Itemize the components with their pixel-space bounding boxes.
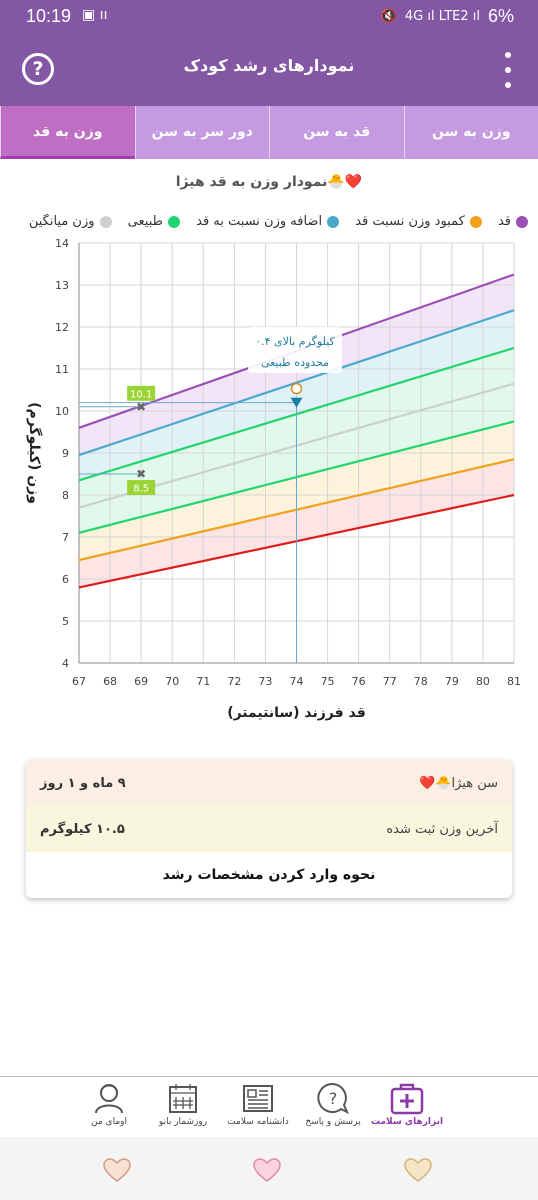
question-bubble-icon: ?: [317, 1082, 349, 1115]
weight-label: آخرین وزن ثبت شده: [386, 821, 498, 837]
menu-dot-icon: [505, 52, 511, 58]
svg-text:?: ?: [329, 1089, 338, 1108]
user-icon: [95, 1084, 123, 1114]
nav-calendar[interactable]: روزشمار بانو: [138, 1081, 228, 1127]
battery-indicator: 6%: [487, 6, 514, 26]
legend-dot: [99, 215, 112, 228]
tab-weight-for-height[interactable]: وزن به قد: [0, 106, 135, 159]
x-tick-label: 73: [258, 675, 272, 688]
x-tick-label: 78: [414, 675, 428, 688]
menu-dot-icon: [505, 67, 511, 73]
legend-item-underweight[interactable]: کمبود وزن نسبت قد: [355, 214, 482, 229]
data-label-box: [127, 385, 156, 401]
chart-legend: قد کمبود وزن نسبت قد اضافه وزن نسبت به ق…: [8, 214, 528, 234]
x-tick-label: 81: [507, 675, 521, 688]
medical-kit-icon: [390, 1083, 424, 1115]
data-label-box: [127, 480, 156, 495]
y-tick-label: 7: [62, 531, 69, 544]
nav-q-and-a[interactable]: ? پرسش و پاسخ: [288, 1081, 378, 1127]
child-info-card: سن هیژا🐣❤️ ۹ ماه و ۱ روز آخرین وزن ثبت ش…: [26, 760, 512, 898]
heart-icon[interactable]: [252, 1157, 282, 1183]
heart-icon[interactable]: [102, 1157, 132, 1183]
annotation-text: محدوده طبیعی: [261, 356, 329, 369]
network-indicator: 4G ıl LTE2 ıl: [404, 9, 480, 24]
y-tick-label: 9: [62, 447, 69, 460]
weight-value: ۱۰.۵ کیلوگرم: [40, 821, 125, 837]
data-label: 10.1: [130, 389, 152, 400]
legend-dot: [167, 215, 180, 228]
tab-height-for-age[interactable]: قد به سن: [269, 106, 404, 159]
data-label: 8.5: [133, 484, 149, 495]
status-time: 10:19: [26, 6, 72, 26]
current-point-marker: [290, 397, 303, 408]
more-menu-button[interactable]: [503, 52, 513, 88]
legend-item-average[interactable]: وزن میانگین: [29, 214, 112, 229]
tab-head-for-age[interactable]: دور سر به سن: [134, 106, 270, 159]
x-tick-label: 72: [227, 675, 241, 688]
data-point-marker: ✖: [136, 467, 146, 481]
x-tick-label: 80: [476, 675, 490, 688]
x-tick-label: 68: [103, 675, 117, 688]
series-line-blue: [78, 309, 515, 457]
age-value: ۹ ماه و ۱ روز: [40, 775, 126, 791]
nav-profile[interactable]: اومای من: [64, 1081, 154, 1127]
y-tick-label: 12: [55, 321, 69, 334]
growth-chart[interactable]: 67 68 69 70 71 72 73 74 75 76 77 78 79 80 814567891011…: [0, 234, 538, 734]
help-button[interactable]: ?: [22, 53, 54, 85]
annotation-box: [248, 327, 342, 373]
legend-item-overweight[interactable]: اضافه وزن نسبت به قد: [196, 214, 340, 229]
legend-item-height[interactable]: قد: [498, 214, 528, 229]
bottom-nav: ابزارهای سلامت ? پرسش و پاسخ دانشنامه سل…: [0, 1076, 538, 1136]
x-tick-label: 79: [445, 675, 459, 688]
newspaper-icon: [243, 1085, 273, 1112]
nav-health-encyclopedia[interactable]: دانشنامه سلامت: [213, 1081, 303, 1127]
x-tick-label: 71: [196, 675, 210, 688]
status-indicators: 🔇 4G ıl LTE2 ıl 6%: [381, 6, 514, 27]
status-bar: 10:19 ▣ ıı 🔇 4G ıl LTE2 ıl 6%: [0, 0, 538, 34]
y-tick-label: 8: [62, 489, 69, 502]
x-tick-label: 67: [72, 675, 86, 688]
mute-icon: 🔇: [380, 9, 397, 24]
how-to-enter-button[interactable]: نحوه وارد کردن مشخصات رشد: [26, 852, 512, 898]
y-axis-title: وزن (کیلوگرم): [26, 402, 43, 504]
chart-title: نمودار وزن به قد هیژا🐣❤️: [175, 174, 363, 190]
app-header: ? نمودارهای رشد کودک: [0, 34, 538, 106]
info-icon: [290, 382, 303, 395]
heart-icon[interactable]: [403, 1157, 433, 1183]
annotation-text: ۰.۴ کیلوگرم بالای: [255, 335, 335, 348]
y-tick-label: 14: [55, 237, 69, 250]
system-navigation-bar: [0, 1137, 538, 1200]
calendar-icon: [169, 1084, 197, 1113]
y-tick-label: 5: [62, 615, 69, 628]
tab-weight-for-age[interactable]: وزن به سن: [403, 106, 538, 159]
x-tick-label: 74: [290, 675, 304, 688]
legend-dot: [516, 215, 528, 228]
legend-dot: [327, 215, 340, 228]
weight-row: آخرین وزن ثبت شده ۱۰.۵ کیلوگرم: [26, 806, 512, 852]
x-tick-label: 69: [134, 675, 148, 688]
x-tick-label: 75: [321, 675, 335, 688]
y-tick-label: 11: [55, 363, 69, 376]
x-tick-label: 77: [383, 675, 397, 688]
legend-dot: [469, 215, 482, 228]
page-title: نمودارهای رشد کودک: [183, 56, 355, 75]
x-tick-label: 76: [352, 675, 366, 688]
age-row: سن هیژا🐣❤️ ۹ ماه و ۱ روز: [26, 760, 512, 806]
y-tick-label: 4: [62, 657, 69, 670]
nav-health-tools[interactable]: ابزارهای سلامت: [362, 1081, 452, 1127]
status-notification-icons: ▣ ıı: [82, 7, 108, 23]
chart-tabs: وزن به سن قد به سن دور سر به سن وزن به ق…: [0, 106, 538, 159]
y-tick-label: 13: [55, 279, 69, 292]
menu-dot-icon: [505, 82, 511, 88]
x-axis-title: قد فرزند (سانتیمتر): [227, 705, 366, 721]
age-label: سن هیژا🐣❤️: [419, 775, 498, 791]
annotation-callout: ۰.۴ کیلوگرم بالای محدوده طبیعی: [248, 327, 342, 373]
y-tick-label: 10: [55, 405, 69, 418]
y-tick-label: 6: [62, 573, 69, 586]
data-point-marker: ✖: [136, 400, 146, 414]
legend-item-normal[interactable]: طبیعی: [128, 214, 180, 229]
x-tick-label: 70: [165, 675, 179, 688]
